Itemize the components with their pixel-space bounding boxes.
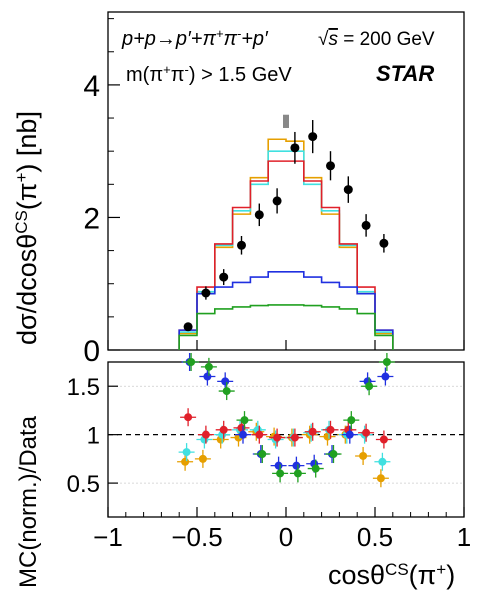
histogram-series-line	[178, 304, 394, 350]
ratio-point	[198, 454, 207, 463]
experiment-label: STAR	[376, 61, 434, 86]
main-panel: 0 2 4	[83, 18, 465, 368]
histogram-series-line	[178, 138, 394, 350]
ratio-point	[219, 425, 228, 434]
systematic-band	[283, 114, 289, 128]
ratio-point	[221, 377, 230, 386]
ratio-point	[378, 457, 387, 466]
data-point	[183, 322, 193, 332]
data-point	[254, 210, 264, 220]
ratio-ylabel: MC(norm.)/Data	[15, 415, 42, 588]
ratio-point	[362, 428, 371, 437]
data-point	[361, 220, 371, 230]
ratio-point	[240, 416, 249, 425]
process-label: p+p→p′+π+π-+p′	[121, 26, 269, 51]
ratio-point	[181, 457, 190, 466]
ratio-point	[308, 427, 317, 436]
ratio-ytick-label: 0.5	[67, 471, 100, 498]
ratio-point	[379, 435, 388, 444]
main-ytick-label: 0	[83, 335, 100, 368]
energy-label: √s = 200 GeV	[318, 29, 435, 50]
ratio-point	[376, 474, 385, 483]
ratio-point	[182, 448, 191, 457]
ratio-point	[365, 382, 374, 391]
ratio-point	[311, 464, 320, 473]
ratio-xlabel: cosθCS(π+)	[328, 560, 455, 591]
data-point	[290, 143, 300, 153]
ratio-point	[203, 372, 212, 381]
ratio-ytick-label: 1	[87, 423, 100, 450]
ratio-point	[273, 433, 282, 442]
ratio-point	[258, 450, 267, 459]
ratio-point	[274, 461, 283, 470]
histogram-series-line	[178, 150, 394, 350]
data-point	[343, 185, 353, 195]
ratio-point	[276, 469, 285, 478]
ratio-point	[359, 451, 368, 460]
ratio-xtick-label: 0.5	[357, 522, 393, 552]
ratio-point	[184, 413, 193, 422]
data-point	[219, 272, 229, 282]
ratio-point	[381, 372, 390, 381]
ratio-point	[326, 425, 335, 434]
data-point	[379, 238, 389, 248]
ratio-xtick-label: −0.5	[171, 522, 222, 552]
main-ytick-label: 4	[83, 70, 100, 103]
ratio-point	[239, 430, 247, 439]
ratio-xtick-label: 1	[457, 522, 471, 552]
ratio-ytick-label: 1.5	[67, 374, 100, 401]
histogram-series-line	[178, 270, 394, 350]
main-ylabel: dσ/dcosθCS(π+) [nb]	[12, 111, 43, 345]
ratio-point	[329, 450, 338, 459]
main-ytick-label: 2	[83, 202, 100, 235]
data-point	[272, 196, 282, 206]
ratio-point	[222, 387, 231, 396]
histogram-series-line	[178, 160, 394, 350]
cut-label: m(π+π-) > 1.5 GeV	[126, 62, 292, 87]
data-point	[326, 161, 335, 171]
ratio-panel-frame	[107, 361, 465, 518]
data-point	[201, 288, 211, 298]
ratio-point	[293, 469, 302, 478]
data-point	[308, 132, 318, 142]
ratio-xtick-label: −1	[93, 522, 123, 552]
ratio-point	[187, 358, 196, 366]
ratio-panel: 0.5 1 1.5 −1 −0.5 0 0.5 1	[67, 353, 471, 552]
ratio-point	[290, 433, 299, 442]
ratio-point	[347, 416, 356, 425]
ratio-point	[345, 430, 354, 439]
ratio-xtick-label: 0	[279, 522, 293, 552]
ratio-point	[201, 430, 210, 439]
ratio-point	[204, 362, 213, 371]
ratio-point	[382, 358, 391, 366]
ratio-point	[255, 430, 264, 439]
ratio-point	[292, 461, 301, 470]
data-point	[237, 240, 246, 250]
